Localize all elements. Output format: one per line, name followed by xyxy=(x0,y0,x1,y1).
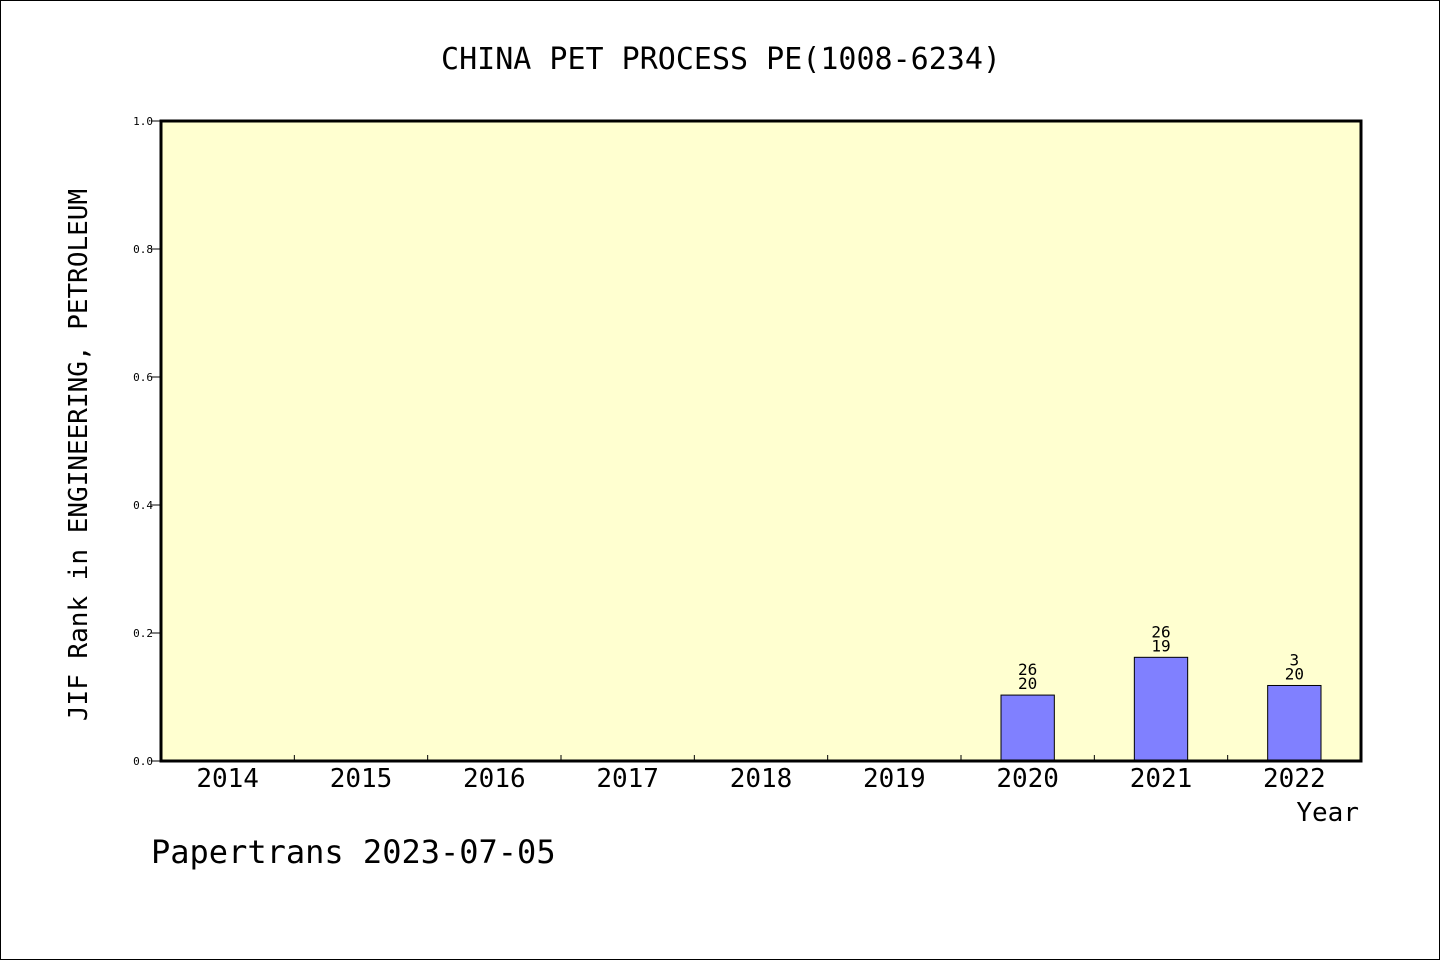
bar-label-bottom: 20 xyxy=(1285,664,1304,683)
x-tick-label: 2015 xyxy=(330,764,393,794)
bar-label-top: 26 xyxy=(1151,622,1170,641)
x-tick-label: 2017 xyxy=(596,764,659,794)
x-tick-label: 2016 xyxy=(463,764,526,794)
bar-label-bottom: 20 xyxy=(1018,674,1037,693)
bar-label-top: 3 xyxy=(1290,650,1300,669)
bars-group xyxy=(1000,656,1322,762)
bar xyxy=(1000,694,1055,762)
bar xyxy=(1133,656,1189,762)
y-axis: 0.0 0.2 0.4 0.6 0.8 1.0 xyxy=(133,115,161,768)
x-tick-label: 2020 xyxy=(996,764,1059,794)
y-tick-label: 1.0 xyxy=(133,115,153,128)
y-tick-label: 0.2 xyxy=(133,627,153,640)
y-tick-label: 0.4 xyxy=(133,499,153,512)
y-tick-label: 0.8 xyxy=(133,243,153,256)
x-tick-label: 2019 xyxy=(863,764,926,794)
bar xyxy=(1267,684,1322,762)
chart-title: CHINA PET PROCESS PE(1008-6234) xyxy=(441,42,1001,77)
x-tick-label: 2018 xyxy=(730,764,793,794)
y-tick-label: 0.6 xyxy=(133,371,153,384)
bar-label-bottom: 19 xyxy=(1151,636,1170,655)
x-tick-label: 2021 xyxy=(1130,764,1193,794)
x-tick-label: 2022 xyxy=(1263,764,1326,794)
footer-credit: Papertrans 2023-07-05 xyxy=(151,833,556,871)
bar-label-top: 26 xyxy=(1018,660,1037,679)
x-axis: 2014 2015 2016 2017 2018 2019 2020 2021 2022 xyxy=(196,755,1326,794)
x-axis-label: Year xyxy=(1296,798,1359,828)
plot-area xyxy=(161,121,1361,761)
y-axis-label: JIF Rank in ENGINEERING, PETROLEUM xyxy=(64,189,94,721)
x-tick-label: 2014 xyxy=(196,764,259,794)
plot-border xyxy=(159,119,1363,763)
y-tick-label: 0.0 xyxy=(133,755,153,768)
